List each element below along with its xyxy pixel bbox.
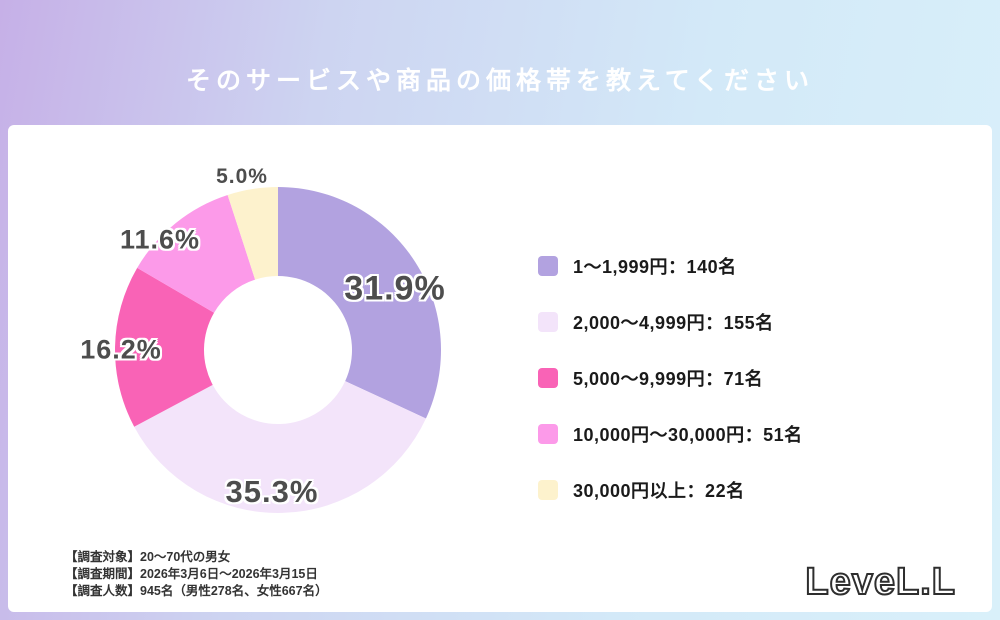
legend-label: 1〜1,999円：140名 xyxy=(573,257,737,277)
donut-slice xyxy=(278,187,441,419)
legend-swatch xyxy=(538,480,558,500)
legend-item: 30,000円以上：22名 xyxy=(538,479,803,501)
percent-label-2: 35.3% xyxy=(225,474,319,509)
page-title: そのサービスや商品の価格帯を教えてください xyxy=(185,66,814,95)
legend-item: 2,000〜4,999円：155名 xyxy=(538,311,803,333)
donut-chart xyxy=(115,187,441,513)
footer-notes: 【調査対象】20〜70代の男女 【調査期間】2026年3月6日〜2026年3月1… xyxy=(65,549,328,600)
legend-swatch xyxy=(538,368,558,388)
brand-logo: LeveL.L xyxy=(804,560,956,604)
content-card: 31.9% 35.3% 16.2% 11.6% 5.0% 1〜1,999円：14… xyxy=(8,125,992,612)
legend-item: 1〜1,999円：140名 xyxy=(538,255,803,277)
percent-label-3: 16.2% xyxy=(80,334,162,365)
percent-label-5: 5.0% xyxy=(216,165,268,188)
donut-slice xyxy=(134,381,426,513)
legend-swatch xyxy=(538,312,558,332)
donut-slice xyxy=(137,194,256,313)
legend-label: 5,000〜9,999円：71名 xyxy=(573,369,764,389)
header-band: そのサービスや商品の価格帯を教えてください xyxy=(0,40,1000,117)
footer-line-period: 【調査期間】2026年3月6日〜2026年3月15日 xyxy=(65,567,318,581)
percent-label-1: 31.9% xyxy=(344,269,446,308)
donut-slice xyxy=(227,187,278,280)
percent-label-4: 11.6% xyxy=(119,224,201,255)
legend: 1〜1,999円：140名 2,000〜4,999円：155名 5,000〜9,… xyxy=(538,255,803,535)
donut-slice xyxy=(115,267,215,427)
legend-item: 5,000〜9,999円：71名 xyxy=(538,367,803,389)
footer-line-target: 【調査対象】20〜70代の男女 xyxy=(65,550,231,564)
legend-label: 10,000円〜30,000円：51名 xyxy=(573,425,803,445)
legend-item: 10,000円〜30,000円：51名 xyxy=(538,423,803,445)
legend-swatch xyxy=(538,424,558,444)
legend-label: 2,000〜4,999円：155名 xyxy=(573,313,774,333)
legend-swatch xyxy=(538,256,558,276)
legend-label: 30,000円以上：22名 xyxy=(573,481,745,501)
footer-line-count: 【調査人数】945名（男性278名、女性667名） xyxy=(65,584,328,598)
